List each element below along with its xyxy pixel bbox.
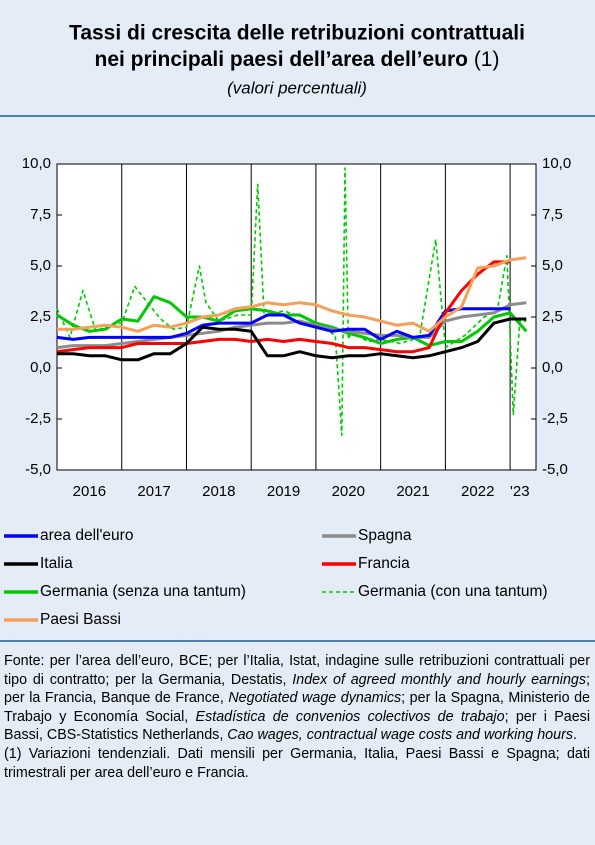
source-text: Negotiated wage dynamics [228,690,402,707]
chart: Tassi di crescita delle retribuzioni con… [0,22,595,642]
y2-tick-label: 7,5 [542,206,563,223]
x-tick-label: '23 [510,483,530,500]
chart-title-line: nei principali paesi dell’area dell’euro [95,48,468,71]
source-text: ; per la Francia, Banque de France, [4,671,590,707]
source-text: Cao wages, contractual wage costs and wo… [227,727,573,744]
y-tick-label: 10,0 [22,155,51,172]
legend-label: Italia [40,555,73,572]
legend-label: Spagna [358,527,412,544]
y2-tick-label: 10,0 [542,155,571,172]
y2-tick-label: 2,5 [542,308,563,325]
y-tick-label: -2,5 [25,410,51,427]
y2-tick-label: -5,0 [542,461,568,478]
chart-subtitle: (valori percentuali) [227,78,367,97]
source-text: Estadística de convenios colectivos de t… [195,708,505,725]
y2-tick-label: -2,5 [542,410,568,427]
y2-tick-label: 0,0 [542,359,563,376]
series-line [56,167,527,437]
x-tick-label: 2021 [396,483,429,500]
y-tick-label: -5,0 [25,461,51,478]
source-text: ; per i Paesi Bassi, CBS-Statistics Neth… [4,708,590,744]
source-text: Index of agreed monthly and hourly earni… [292,671,586,688]
series-line [57,256,527,333]
y-tick-label: 5,0 [30,257,51,274]
legend-label: Germania (senza una tantum) [40,583,246,600]
x-tick-label: 2016 [73,483,106,500]
chart-title: Tassi di crescita delle retribuzioni con… [69,22,525,45]
chart-title: nei principali paesi dell’area dell’euro… [95,48,500,71]
x-tick-label: 2020 [332,483,365,500]
x-tick-label: 2018 [202,483,235,500]
series-line [56,260,511,354]
y2-tick-label: 5,0 [542,257,563,274]
y-tick-label: 7,5 [30,206,51,223]
source: Fonte: per l’area dell’euro, BCE; per l’… [4,652,590,745]
legend-label: area dell'euro [40,527,133,544]
y-tick-label: 2,5 [30,308,51,325]
footnote: (1) Variazioni tendenziali. Dati mensili… [4,745,590,781]
legend-label: Francia [358,555,410,572]
x-tick-label: 2022 [461,483,494,500]
x-tick-label: 2017 [137,483,170,500]
series-line [56,295,528,348]
x-tick-label: 2019 [267,483,300,500]
source-text: Fonte: per l’area dell’euro, BCE; per l’… [4,653,590,688]
y-tick-label: 0,0 [30,359,51,376]
title-note: (1) [474,48,500,71]
source-text: . [572,727,577,744]
footer: Fonte: per l’area dell’euro, BCE; per l’… [4,652,590,782]
source-text: ; per la Spagna, Ministerio de Trabajo y… [4,690,590,725]
legend-label: Paesi Bassi [40,611,121,628]
series-line [56,301,527,350]
series-line [57,317,527,362]
legend-label: Germania (con una tantum) [358,583,548,600]
